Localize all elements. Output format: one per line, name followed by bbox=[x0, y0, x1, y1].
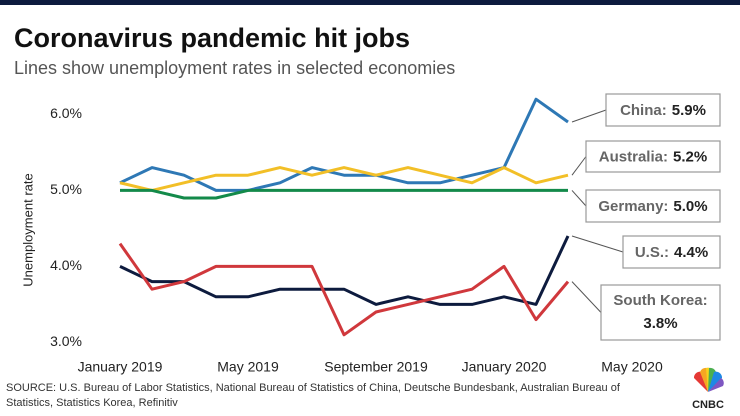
callout-box bbox=[585, 189, 721, 223]
callout-text: Germany: 5.0% bbox=[598, 198, 707, 215]
data-label: 5.9% bbox=[672, 102, 706, 119]
callout-text: China: 5.9% bbox=[620, 102, 706, 119]
x-tick-label: January 2020 bbox=[462, 359, 547, 375]
leader-line bbox=[571, 281, 602, 313]
x-tick-label: September 2019 bbox=[324, 359, 428, 375]
y-tick-label: 6.0% bbox=[50, 105, 82, 121]
series-line bbox=[118, 242, 570, 337]
chart-subtitle: Lines show unemployment rates in selecte… bbox=[14, 58, 455, 78]
leader-line bbox=[571, 235, 624, 253]
series-line bbox=[119, 97, 569, 192]
callout-box bbox=[600, 284, 721, 341]
callout-box bbox=[605, 93, 721, 127]
x-tick-label: May 2019 bbox=[217, 359, 279, 375]
top-bar bbox=[0, 0, 740, 5]
data-label: 4.4% bbox=[674, 244, 708, 261]
data-label: 5.0% bbox=[673, 198, 707, 215]
callout-box bbox=[622, 235, 721, 269]
leader-line bbox=[571, 190, 587, 207]
source-box: SOURCE: U.S. Bureau of Labor Statistics,… bbox=[6, 382, 620, 409]
callout-box bbox=[585, 140, 721, 173]
x-tick-label: January 2019 bbox=[78, 359, 163, 375]
leader-line bbox=[571, 109, 607, 123]
legend-label: U.S.: bbox=[635, 244, 669, 261]
source: SOURCE: U.S. Bureau of Labor Statistics,… bbox=[6, 382, 620, 409]
data-label: 5.2% bbox=[673, 148, 707, 165]
series-line bbox=[119, 166, 569, 192]
legend-label: Germany: bbox=[598, 198, 668, 215]
callout-text: Australia: 5.2% bbox=[599, 148, 707, 165]
legend-label: China: bbox=[620, 102, 667, 119]
y-tick-label: 4.0% bbox=[50, 257, 82, 273]
series-line bbox=[120, 188, 568, 200]
y-tick-label: 3.0% bbox=[50, 333, 82, 349]
y-axis-label: Unemployment rate bbox=[20, 173, 35, 286]
logo-icon bbox=[693, 367, 724, 392]
legend-label: Australia: bbox=[599, 148, 668, 165]
x-tick-label: May 2020 bbox=[601, 359, 663, 375]
y-tick-label: 5.0% bbox=[50, 181, 82, 197]
legend-label: South Korea: bbox=[613, 292, 707, 309]
leader-line bbox=[571, 156, 587, 176]
data-label: 3.8% bbox=[643, 315, 677, 332]
logo-text: CNBC bbox=[692, 399, 724, 411]
series-line bbox=[119, 235, 570, 306]
chart-title: Coronavirus pandemic hit jobs bbox=[14, 23, 410, 53]
callout-text: U.S.: 4.4% bbox=[635, 244, 708, 261]
